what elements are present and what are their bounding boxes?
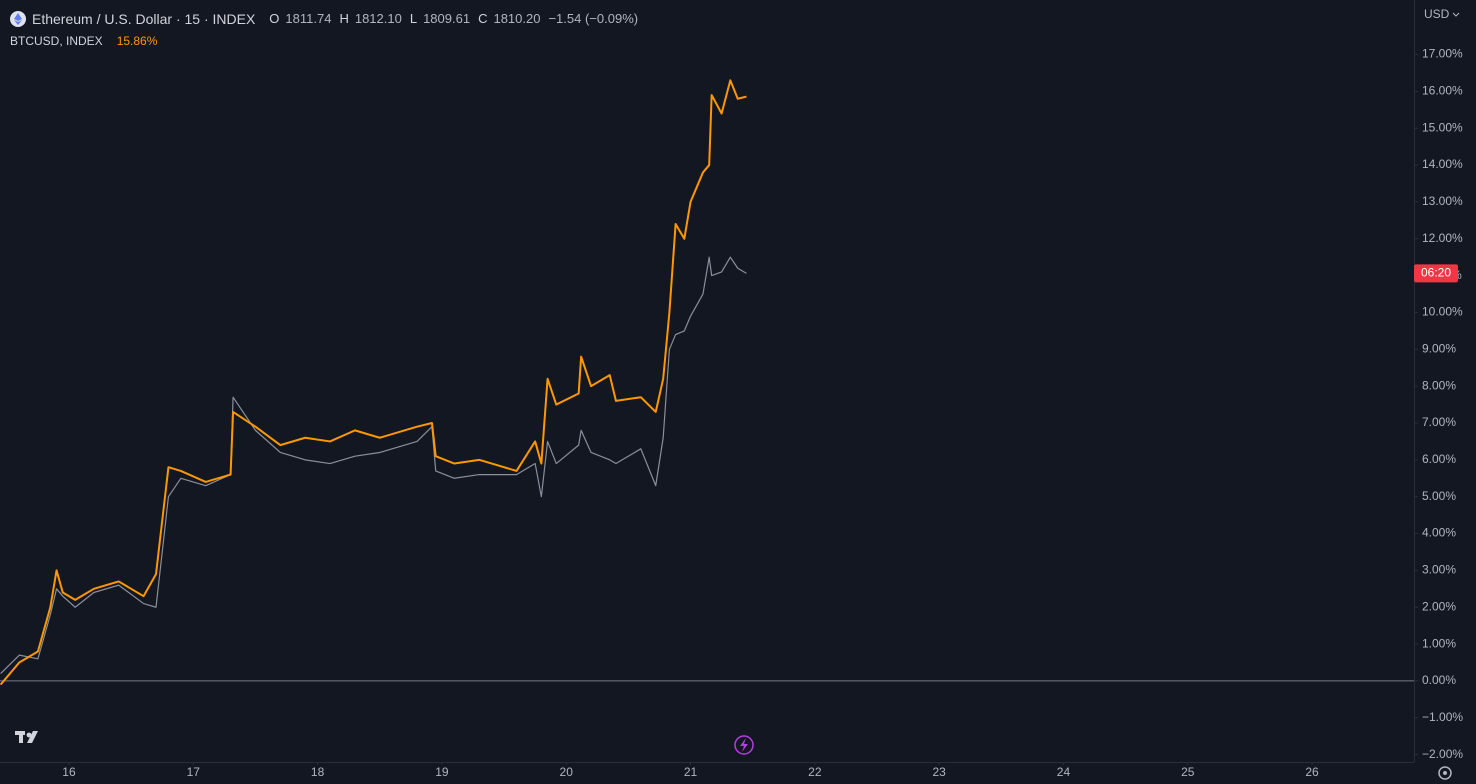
x-tick-label: 22: [808, 765, 822, 779]
y-tick-label: 6.00%: [1422, 452, 1456, 466]
series-line: [0, 79, 747, 686]
high-value: 1812.10: [354, 11, 402, 26]
x-tick-label: 17: [187, 765, 201, 779]
y-tick-label: 8.00%: [1422, 378, 1456, 392]
tv-logo: [15, 731, 38, 743]
legend-compare: BTCUSD, INDEX 15.86%: [10, 30, 640, 52]
x-tick-label: 16: [62, 765, 76, 779]
y-tick-label: 3.00%: [1422, 563, 1456, 577]
x-tick-label: 24: [1057, 765, 1071, 779]
low-value: 1809.61: [423, 11, 471, 26]
x-tick-label: 21: [684, 765, 698, 779]
compare-change: 15.86%: [116, 34, 158, 48]
countdown: 06:20: [1421, 266, 1451, 280]
y-tick-label: 14.00%: [1422, 157, 1463, 171]
y-tick-label: 4.00%: [1422, 526, 1456, 540]
y-tick-label: 7.00%: [1422, 415, 1456, 429]
low-label: L: [409, 11, 418, 26]
x-tick-label: 26: [1305, 765, 1319, 779]
x-tick-label: 23: [932, 765, 946, 779]
high-label: H: [339, 11, 349, 26]
price-tag: [1414, 264, 1458, 283]
y-tick-label: 17.00%: [1422, 47, 1463, 61]
symbol-title[interactable]: Ethereum / U.S. Dollar · 15 · INDEX: [32, 11, 256, 27]
x-tick-label: 19: [435, 765, 449, 779]
y-tick-label: 0.00%: [1422, 673, 1456, 687]
x-tick-label: 18: [311, 765, 325, 779]
currency-chevron[interactable]: [1452, 12, 1460, 17]
currency[interactable]: USD: [1424, 7, 1450, 21]
open-value: 1811.74: [285, 11, 332, 26]
close-label: C: [478, 11, 488, 26]
y-tick-label: 9.00%: [1422, 341, 1456, 355]
y-tick-label: 13.00%: [1422, 194, 1463, 208]
lightning-button[interactable]: [734, 735, 754, 755]
y-tick-label: −1.00%: [1422, 710, 1463, 724]
compare-symbol[interactable]: BTCUSD, INDEX: [10, 34, 103, 48]
eth-icon: [10, 11, 26, 27]
y-tick-label: 10.00%: [1422, 305, 1463, 319]
x-tick-label: 25: [1181, 765, 1195, 779]
close-value: 1810.20: [493, 11, 541, 26]
y-tick-label: −2.00%: [1422, 747, 1463, 761]
y-tick-label: 2.00%: [1422, 599, 1456, 613]
y-tick-label: 1.00%: [1422, 636, 1456, 650]
legend-main: Ethereum / U.S. Dollar · 15 · INDEX O 181…: [10, 8, 640, 30]
change: −1.54 (−0.09%): [548, 11, 639, 26]
y-tick-label: 15.00%: [1422, 120, 1463, 134]
y-tick-label: 16.00%: [1422, 84, 1463, 98]
settings-button[interactable]: [1438, 766, 1452, 780]
y-tick-label: 5.00%: [1422, 489, 1456, 503]
y-tick-label: 12.00%: [1422, 231, 1463, 245]
x-tick-label: 20: [560, 765, 574, 779]
open-label: O: [269, 11, 280, 26]
legend: Ethereum / U.S. Dollar · 15 · INDEX O 181…: [10, 8, 640, 52]
series-line: [0, 256, 747, 674]
